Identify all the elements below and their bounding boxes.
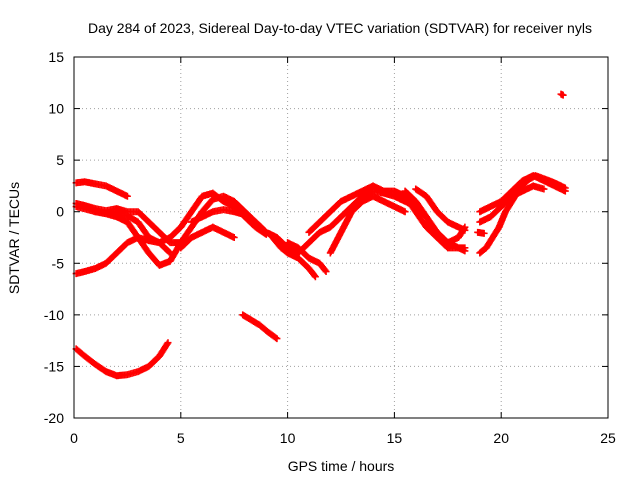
series-arc-8	[177, 223, 238, 252]
data-point	[461, 244, 469, 252]
data-point	[561, 187, 569, 195]
y-tick-label: -10	[44, 307, 64, 323]
data-point	[480, 229, 488, 237]
series-arc-9	[72, 339, 172, 380]
series-arc-15	[326, 192, 409, 257]
series-arc-23	[474, 228, 488, 237]
y-tick-label: 0	[56, 204, 64, 220]
x-tick-label: 15	[387, 430, 403, 446]
series-arc-21	[476, 172, 569, 216]
data-point	[310, 272, 318, 280]
data-point	[311, 273, 319, 281]
data-points	[72, 90, 569, 380]
x-tick-label: 25	[600, 430, 616, 446]
data-point	[163, 340, 171, 348]
series-arc-6	[166, 189, 270, 241]
data-point	[322, 268, 330, 276]
x-axis-label: GPS time / hours	[288, 458, 395, 474]
y-tick-label: 15	[48, 49, 64, 65]
data-point	[401, 208, 409, 216]
y-axis-label: SDTVAR / TECUs	[6, 182, 22, 294]
series-arc-13	[294, 187, 420, 257]
data-point	[165, 248, 173, 256]
data-point	[461, 226, 469, 234]
series-arc-4	[72, 234, 174, 278]
x-tick-label: 5	[177, 430, 185, 446]
y-tick-label: -20	[44, 410, 64, 426]
y-tick-label: 10	[48, 101, 64, 117]
chart-title: Day 284 of 2023, Sidereal Day-to-day VTE…	[88, 20, 592, 36]
data-point	[559, 91, 567, 99]
series-arc-18	[412, 185, 469, 234]
series-arc-24	[557, 90, 567, 99]
x-tick-label: 20	[493, 430, 509, 446]
series-arc-11	[269, 234, 319, 281]
y-tick-label: -15	[44, 358, 64, 374]
data-point	[164, 339, 172, 347]
data-point	[230, 234, 238, 241]
x-tick-label: 0	[70, 430, 78, 446]
series-arc-10	[239, 311, 281, 343]
y-tick-label: 5	[56, 152, 64, 168]
data-point	[123, 192, 131, 200]
plot-frame	[73, 56, 609, 419]
y-tick-label: -5	[52, 255, 65, 271]
data-point	[273, 335, 281, 343]
series-arc-5	[91, 192, 281, 269]
series-arc-22	[476, 182, 548, 226]
x-tick-label: 10	[280, 430, 296, 446]
data-point	[540, 185, 548, 193]
data-point	[272, 334, 280, 342]
series-arc-19	[422, 218, 469, 252]
axis-ticks: 0 5 10 15 20 25 -20 -15 -10 -5 0 5 10 15	[44, 49, 616, 446]
data-point	[321, 266, 329, 274]
series-arc-1	[72, 178, 131, 200]
